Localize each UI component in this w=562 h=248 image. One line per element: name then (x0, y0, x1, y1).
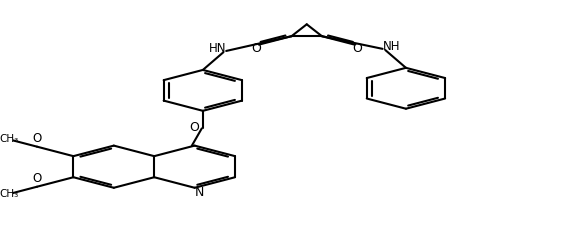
Text: O: O (251, 42, 261, 55)
Text: O: O (33, 132, 42, 145)
Text: CH₃: CH₃ (0, 189, 19, 199)
Text: O: O (352, 42, 362, 55)
Text: CH₃: CH₃ (0, 134, 19, 144)
Text: NH: NH (383, 40, 401, 53)
Text: N: N (194, 186, 203, 199)
Text: HN: HN (209, 42, 226, 55)
Text: O: O (33, 172, 42, 186)
Text: O: O (189, 121, 199, 134)
